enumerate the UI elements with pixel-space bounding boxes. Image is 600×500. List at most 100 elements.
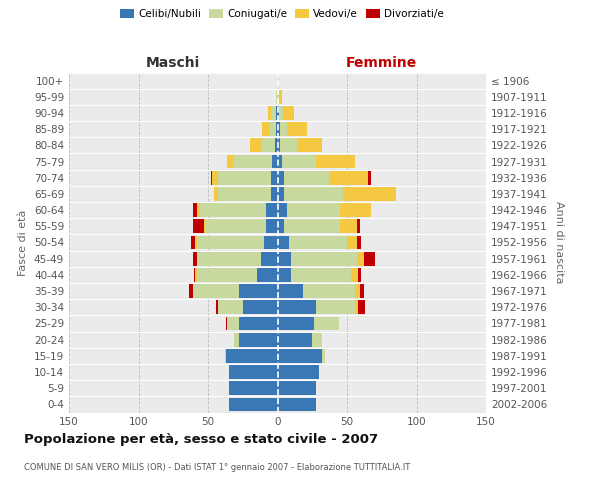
Bar	[275, 138, 277, 152]
Bar	[197, 252, 277, 266]
Bar	[277, 106, 283, 120]
Bar	[217, 300, 277, 314]
Bar	[277, 398, 316, 411]
Bar	[277, 171, 368, 184]
Bar	[227, 154, 277, 168]
Bar	[239, 316, 277, 330]
Bar	[212, 171, 277, 184]
Bar	[277, 236, 361, 250]
Bar	[277, 398, 316, 411]
Bar	[277, 365, 319, 379]
Bar	[277, 236, 357, 250]
Bar	[197, 236, 277, 250]
Bar	[235, 333, 277, 346]
Bar	[218, 300, 277, 314]
Bar	[250, 138, 277, 152]
Bar	[229, 398, 277, 411]
Bar	[277, 300, 355, 314]
Bar	[271, 106, 277, 120]
Bar	[224, 349, 277, 362]
Text: Femmine: Femmine	[346, 56, 418, 70]
Bar	[277, 220, 284, 233]
Bar	[269, 122, 277, 136]
Bar	[266, 203, 277, 217]
Bar	[277, 220, 359, 233]
Bar	[261, 138, 277, 152]
Bar	[235, 333, 277, 346]
Bar	[229, 382, 277, 395]
Bar	[229, 382, 277, 395]
Bar	[277, 203, 287, 217]
Bar	[277, 382, 316, 395]
Bar	[277, 365, 319, 379]
Bar	[196, 268, 277, 282]
Bar	[243, 300, 277, 314]
Bar	[239, 333, 277, 346]
Bar	[277, 203, 371, 217]
Bar	[191, 236, 277, 250]
Bar	[277, 106, 279, 120]
Bar	[218, 187, 277, 201]
Bar	[277, 300, 358, 314]
Bar	[277, 220, 357, 233]
Bar	[211, 171, 277, 184]
Bar	[277, 187, 395, 201]
Bar	[277, 187, 343, 201]
Bar	[277, 187, 395, 201]
Bar	[226, 349, 277, 362]
Bar	[277, 90, 281, 104]
Bar	[197, 252, 277, 266]
Bar	[277, 382, 316, 395]
Bar	[227, 154, 277, 168]
Bar	[277, 106, 294, 120]
Bar	[271, 171, 277, 184]
Bar	[271, 187, 277, 201]
Bar	[277, 268, 351, 282]
Bar	[277, 90, 281, 104]
Y-axis label: Anni di nascita: Anni di nascita	[554, 201, 564, 283]
Bar	[229, 365, 277, 379]
Bar	[277, 365, 319, 379]
Bar	[205, 220, 277, 233]
Bar	[277, 122, 307, 136]
Bar	[196, 236, 277, 250]
Y-axis label: Fasce di età: Fasce di età	[19, 210, 28, 276]
Bar	[229, 382, 277, 395]
Bar	[277, 252, 364, 266]
Bar	[193, 203, 277, 217]
Bar	[277, 284, 355, 298]
Bar	[277, 316, 338, 330]
Bar	[277, 138, 322, 152]
Bar	[276, 90, 277, 104]
Legend: Celibi/Nubili, Coniugati/e, Vedovi/e, Divorziati/e: Celibi/Nubili, Coniugati/e, Vedovi/e, Di…	[116, 5, 448, 24]
Bar	[229, 365, 277, 379]
Bar	[277, 252, 292, 266]
Bar	[277, 122, 307, 136]
Bar	[235, 333, 277, 346]
Bar	[277, 138, 322, 152]
Bar	[277, 382, 316, 395]
Bar	[227, 316, 277, 330]
Bar	[239, 284, 277, 298]
Bar	[277, 349, 325, 362]
Bar	[277, 252, 357, 266]
Bar	[194, 268, 277, 282]
Bar	[276, 90, 277, 104]
Text: Maschi: Maschi	[146, 56, 200, 70]
Bar	[277, 187, 284, 201]
Bar	[276, 122, 277, 136]
Bar	[277, 316, 314, 330]
Bar	[277, 236, 347, 250]
Bar	[277, 268, 361, 282]
Bar	[200, 203, 277, 217]
Bar	[276, 90, 277, 104]
Bar	[277, 398, 316, 411]
Bar	[193, 220, 277, 233]
Bar	[277, 316, 338, 330]
Bar	[277, 138, 280, 152]
Bar	[277, 252, 375, 266]
Bar	[277, 284, 364, 298]
Bar	[277, 154, 316, 168]
Bar	[277, 171, 371, 184]
Text: Popolazione per età, sesso e stato civile - 2007: Popolazione per età, sesso e stato civil…	[24, 432, 378, 446]
